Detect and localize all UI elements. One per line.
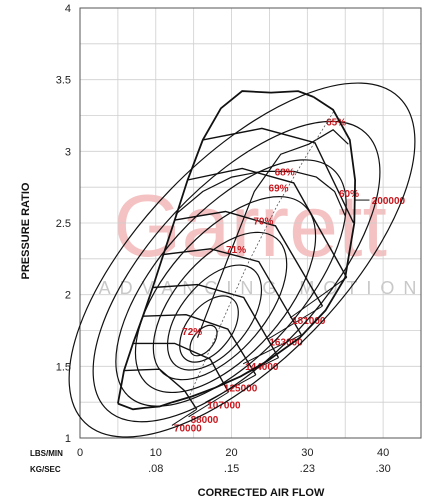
y-axis-title: PRESSURE RATIO: [20, 182, 32, 279]
speed-label: 70000: [174, 423, 202, 434]
x-tick-label-kg: .30: [375, 463, 390, 475]
y-tick-label: 3: [65, 146, 71, 158]
plot-area: [79, 7, 422, 439]
x-tick-label-kg: .23: [300, 463, 315, 475]
efficiency-contour: [134, 196, 317, 394]
y-tick-label: 2.5: [56, 218, 71, 230]
speed-line: [163, 248, 302, 336]
x-tick-label-lbs: 10: [150, 447, 162, 459]
efficiency-label: 70%: [253, 216, 273, 227]
speed-label: 181000: [292, 316, 326, 327]
speed-leader: [267, 305, 323, 340]
y-tick-label: 1.5: [56, 361, 71, 373]
speed-line: [187, 167, 348, 278]
efficiency-label: 65%: [326, 118, 346, 129]
efficiency-ridge: [189, 110, 335, 396]
x-tick-label-lbs: 30: [301, 447, 313, 459]
x-axis-ticks: 0 10 20 30 40 .08 .15 .23 .30: [77, 447, 391, 475]
x-tick-label-lbs: 40: [377, 447, 389, 459]
x-tick-label-kg: .08: [148, 463, 163, 475]
speed-label: 107000: [207, 400, 241, 411]
efficiency-label: 68%: [275, 168, 295, 179]
efficiency-label: 71%: [226, 245, 246, 256]
x-unit-secondary: KG/SEC: [30, 465, 61, 474]
y-axis-ticks: 1 1.5 2 2.5 3 3.5 4: [56, 3, 71, 445]
y-tick-label: 3.5: [56, 75, 71, 87]
speed-label: 125000: [224, 383, 258, 394]
efficiency-contour: [175, 170, 346, 217]
speed-label: 200000: [372, 196, 406, 207]
efficiency-islands: 72% 71% 70% 69% 68% 65% 60%: [68, 82, 416, 438]
speed-line: [142, 313, 257, 376]
efficiency-contour: [179, 295, 239, 363]
efficiency-contour: [115, 159, 347, 407]
x-tick-label-lbs: 20: [225, 447, 237, 459]
speed-line: [202, 127, 355, 224]
x-tick-label-kg: .15: [224, 463, 239, 475]
speed-label: 144000: [245, 362, 279, 373]
efficiency-label: 69%: [269, 183, 289, 194]
speed-leader: [188, 391, 229, 418]
efficiency-contour: [189, 324, 218, 357]
efficiency-contour: [196, 129, 349, 338]
speed-line: [174, 210, 324, 307]
x-axis-title: CORRECTED AIR FLOW: [198, 487, 325, 499]
efficiency-contour: [152, 231, 288, 381]
y-tick-label: 2: [65, 290, 71, 302]
map-outline: [117, 90, 357, 411]
x-unit-primary: LBS/MIN: [30, 449, 63, 458]
speed-line: [123, 368, 198, 410]
efficiency-contour: [166, 264, 263, 371]
efficiency-contour: [68, 82, 416, 438]
speed-leader: [171, 408, 197, 426]
y-tick-label: 4: [65, 3, 71, 15]
choke-line: [117, 96, 357, 411]
speed-leader: [242, 334, 302, 365]
efficiency-contour: [92, 120, 381, 423]
surge-line: [117, 90, 314, 404]
x-tick-label-lbs: 0: [77, 447, 83, 459]
y-tick-label: 1: [65, 433, 71, 445]
efficiency-label: 72%: [182, 327, 202, 338]
speed-leader: [289, 277, 348, 319]
speed-label: 88000: [191, 415, 219, 426]
efficiency-label: 60%: [339, 189, 359, 200]
